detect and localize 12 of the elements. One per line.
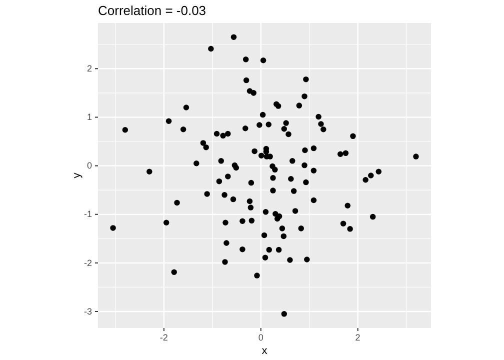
x-tick-label: 0 (258, 332, 264, 342)
x-axis-title: x (262, 345, 268, 357)
y-tick-label: 2 (86, 64, 92, 74)
y-tick-label: 1 (86, 112, 92, 122)
y-tick-label: 0 (86, 160, 92, 171)
x-tick-label: -2 (160, 332, 168, 342)
y-tick-label: -1 (84, 209, 92, 220)
y-tick-label: -2 (84, 258, 92, 268)
y-tick-label: -3 (84, 306, 92, 316)
y-axis-title: y (71, 172, 83, 178)
chart-title: Correlation = -0.03 (98, 3, 206, 18)
x-tick-label: 2 (355, 332, 360, 342)
